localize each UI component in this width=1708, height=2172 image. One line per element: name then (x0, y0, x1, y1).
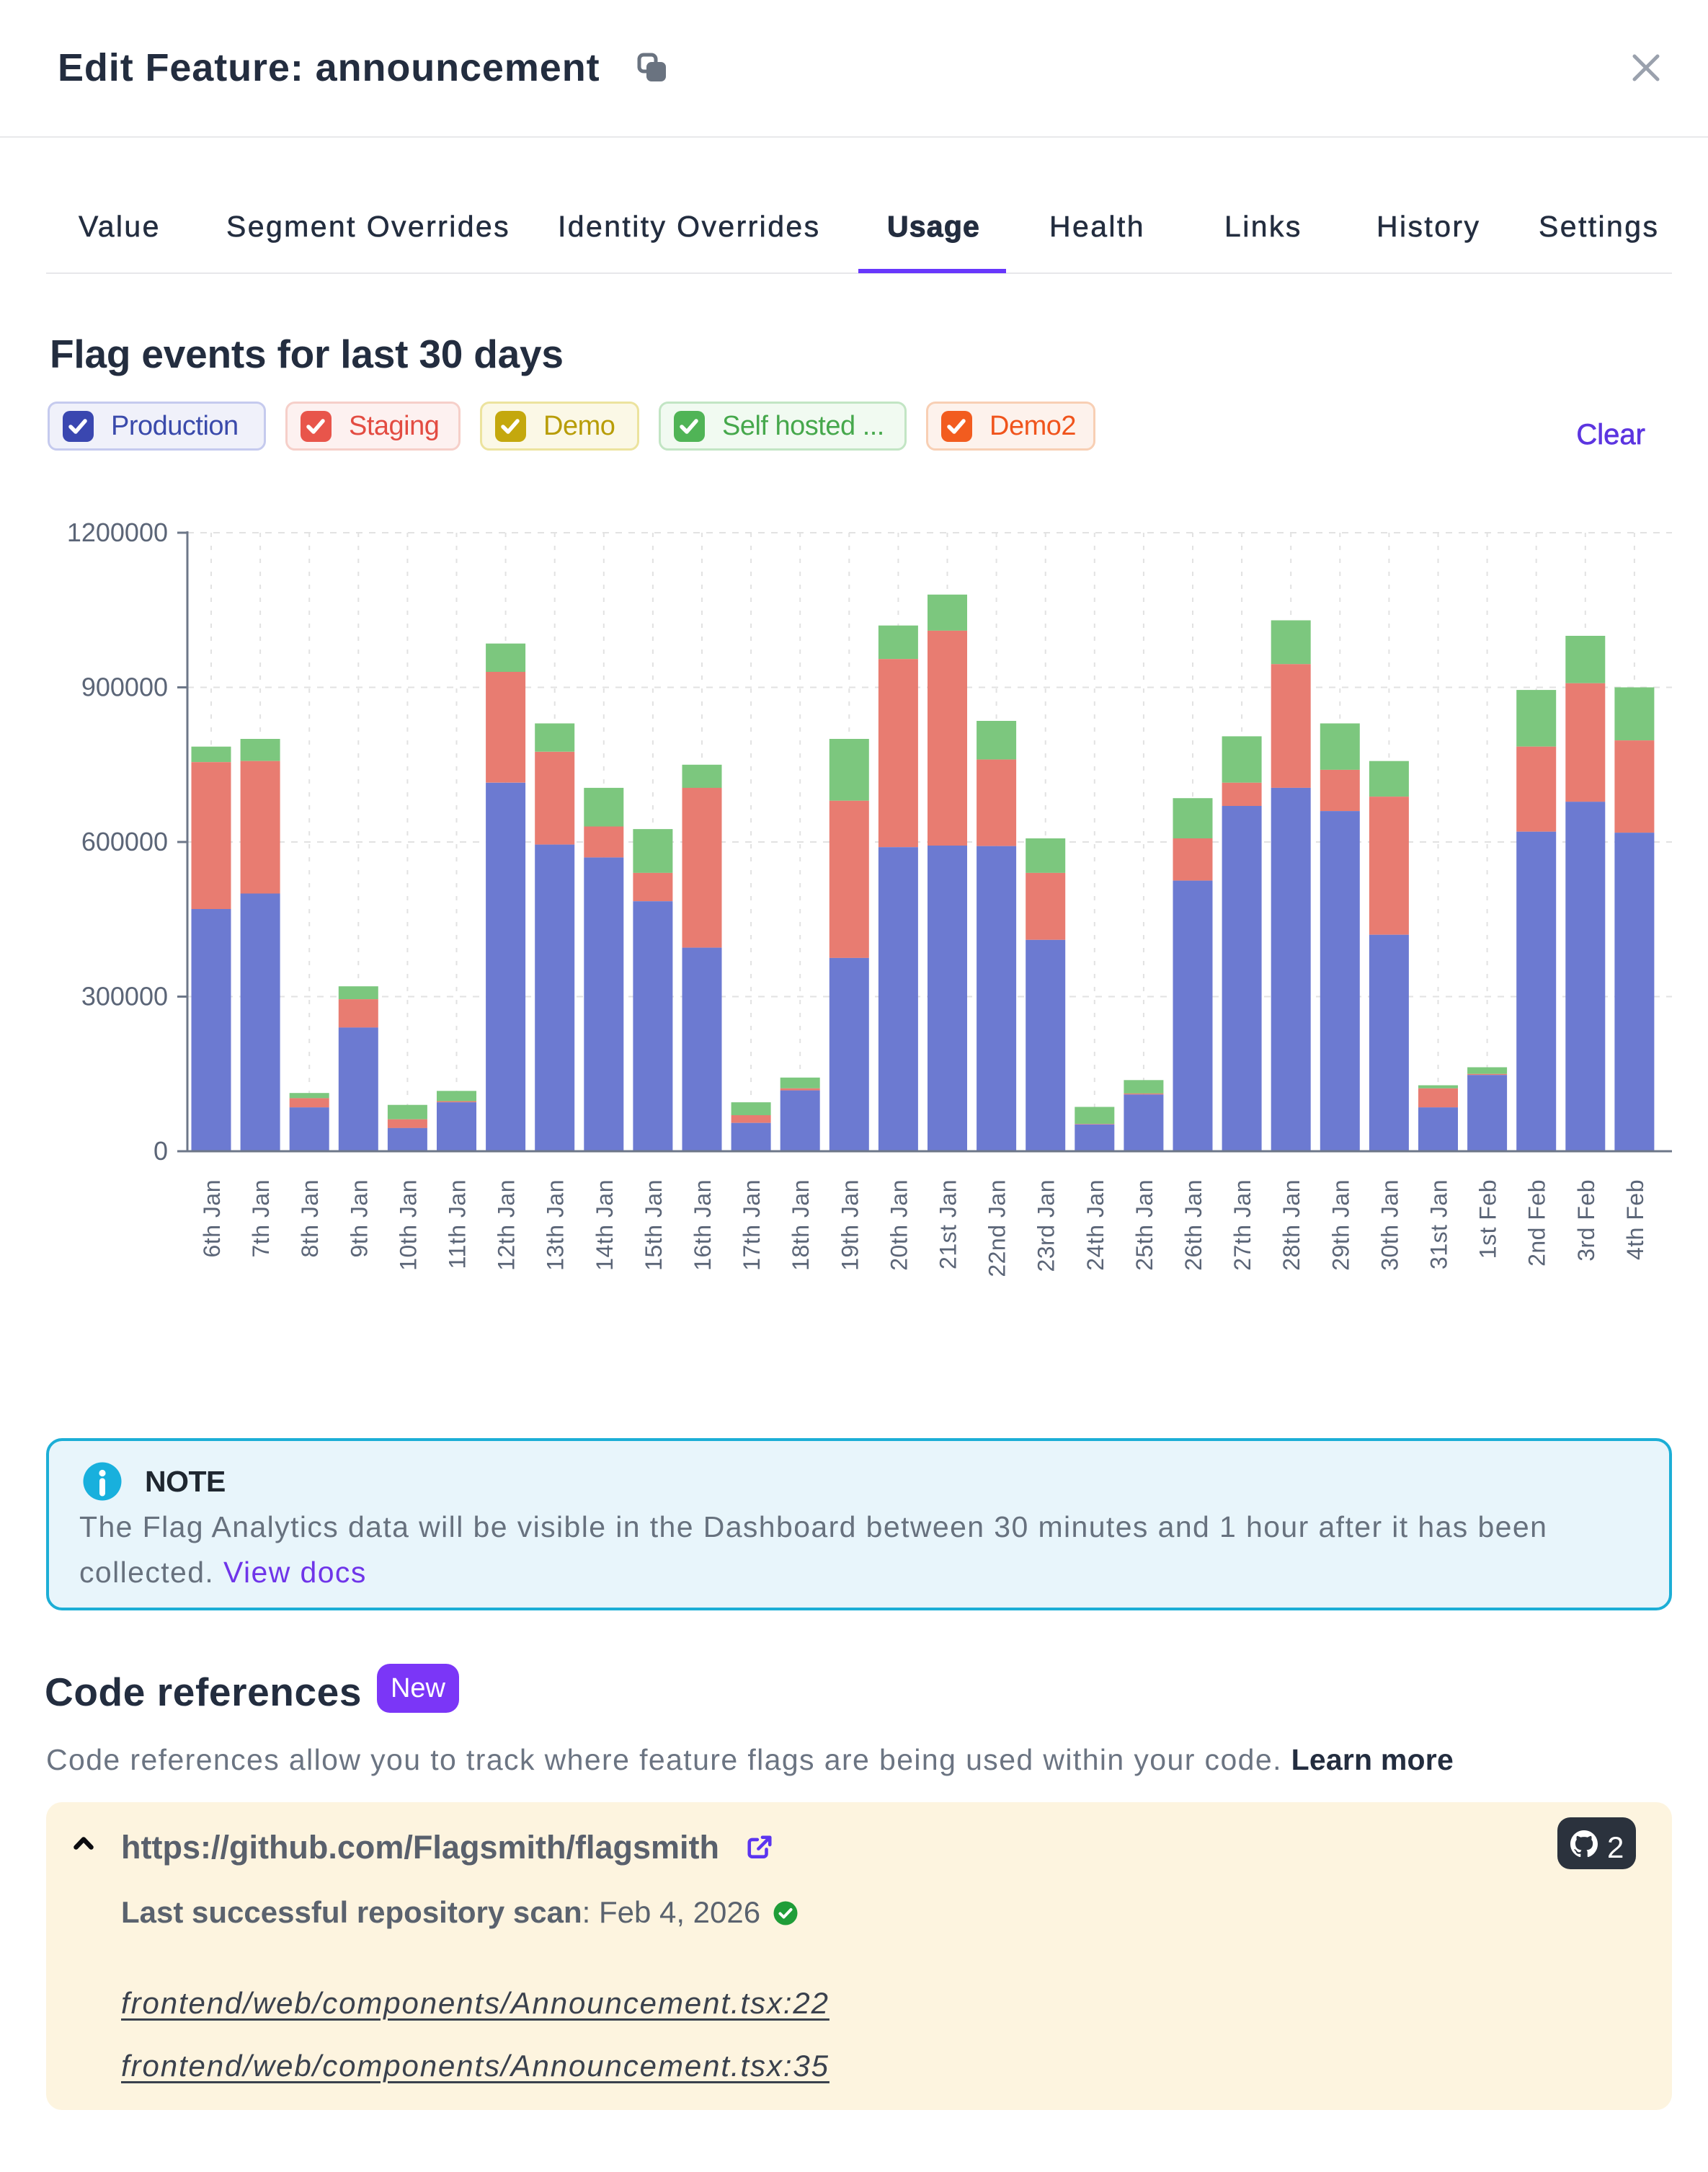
svg-text:16th Jan: 16th Jan (690, 1179, 716, 1271)
svg-text:8th Jan: 8th Jan (297, 1179, 323, 1257)
svg-text:14th Jan: 14th Jan (592, 1179, 618, 1271)
svg-text:2nd Feb: 2nd Feb (1524, 1179, 1550, 1267)
svg-text:300000: 300000 (81, 982, 168, 1011)
svg-text:6th Jan: 6th Jan (199, 1179, 225, 1257)
svg-text:28th Jan: 28th Jan (1278, 1179, 1304, 1271)
svg-text:26th Jan: 26th Jan (1180, 1179, 1206, 1271)
svg-text:31st Jan: 31st Jan (1426, 1179, 1452, 1269)
svg-text:27th Jan: 27th Jan (1229, 1179, 1255, 1271)
svg-text:30th Jan: 30th Jan (1376, 1179, 1402, 1271)
svg-text:4th Feb: 4th Feb (1622, 1179, 1648, 1260)
svg-text:7th Jan: 7th Jan (248, 1179, 274, 1257)
svg-text:20th Jan: 20th Jan (886, 1179, 912, 1271)
svg-text:29th Jan: 29th Jan (1327, 1179, 1353, 1271)
svg-text:21st Jan: 21st Jan (935, 1179, 961, 1269)
svg-text:24th Jan: 24th Jan (1082, 1179, 1108, 1271)
svg-text:1200000: 1200000 (67, 518, 168, 547)
svg-text:3rd Feb: 3rd Feb (1573, 1179, 1599, 1262)
svg-text:900000: 900000 (81, 673, 168, 702)
svg-text:9th Jan: 9th Jan (346, 1179, 372, 1257)
svg-text:23rd Jan: 23rd Jan (1033, 1179, 1059, 1272)
svg-text:0: 0 (154, 1136, 168, 1166)
svg-text:11th Jan: 11th Jan (445, 1179, 471, 1269)
svg-text:15th Jan: 15th Jan (641, 1179, 667, 1271)
svg-text:25th Jan: 25th Jan (1131, 1179, 1157, 1271)
svg-text:22nd Jan: 22nd Jan (984, 1179, 1010, 1277)
svg-text:17th Jan: 17th Jan (739, 1179, 765, 1271)
svg-text:13th Jan: 13th Jan (543, 1179, 569, 1271)
svg-text:600000: 600000 (81, 827, 168, 856)
svg-text:18th Jan: 18th Jan (788, 1179, 814, 1271)
svg-text:10th Jan: 10th Jan (395, 1179, 421, 1271)
svg-text:12th Jan: 12th Jan (494, 1179, 520, 1271)
svg-text:1st Feb: 1st Feb (1475, 1179, 1501, 1259)
svg-text:19th Jan: 19th Jan (837, 1179, 863, 1271)
